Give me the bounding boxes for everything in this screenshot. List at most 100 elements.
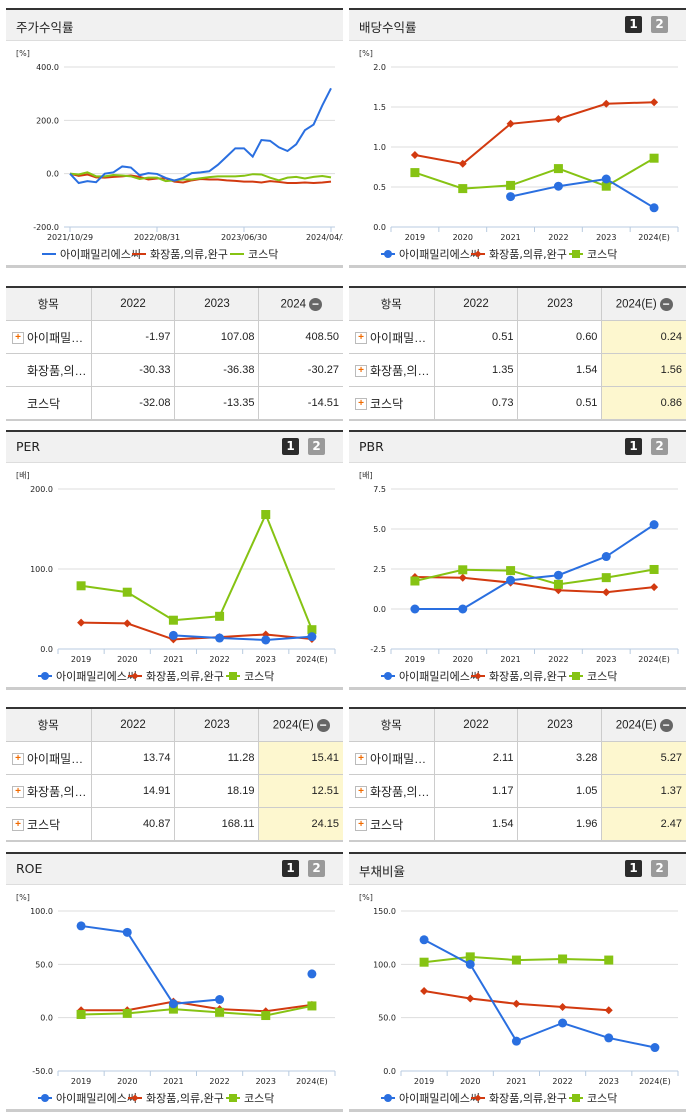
point-marker[interactable] [76,921,86,931]
point-marker[interactable] [168,999,178,1009]
point-marker[interactable] [410,576,420,586]
point-marker[interactable] [512,999,521,1008]
expand-icon[interactable]: + [12,753,24,766]
point-marker[interactable] [384,250,392,258]
collapse-icon[interactable]: − [309,297,323,311]
point-marker[interactable] [601,181,611,191]
point-marker[interactable] [458,573,467,582]
point-marker[interactable] [215,995,225,1005]
point-marker[interactable] [131,1094,139,1102]
legend-item[interactable]: 화장품,의류,완구 [128,670,224,683]
legend-item[interactable]: 아이패밀리에스씨 [381,670,480,683]
point-marker[interactable] [506,575,516,585]
point-marker[interactable] [604,1006,613,1015]
point-marker[interactable] [215,633,225,643]
point-marker[interactable] [122,587,132,597]
point-marker[interactable] [649,203,659,213]
point-marker[interactable] [650,583,659,592]
point-marker[interactable] [168,615,178,625]
point-marker[interactable] [572,250,580,258]
point-marker[interactable] [123,619,132,628]
point-marker[interactable] [558,1003,567,1011]
point-marker[interactable] [41,672,49,680]
point-marker[interactable] [458,184,468,194]
point-marker[interactable] [410,168,420,178]
point-marker[interactable] [602,99,611,108]
expand-icon[interactable]: + [355,786,367,799]
legend-item[interactable]: 화장품,의류,완구 [471,1092,567,1105]
point-marker[interactable] [458,565,468,575]
expand-icon[interactable]: + [355,398,367,411]
point-marker[interactable] [649,564,659,574]
point-marker[interactable] [307,1001,317,1011]
point-marker[interactable] [76,581,86,591]
point-marker[interactable] [554,115,563,123]
point-marker[interactable] [601,174,611,184]
point-marker[interactable] [553,181,563,191]
point-marker[interactable] [601,552,611,562]
legend-item[interactable]: 아이패밀리에스씨 [381,1092,480,1105]
point-marker[interactable] [506,180,516,190]
expand-icon[interactable]: + [355,753,367,766]
page-1-button[interactable]: 1 [625,16,642,33]
point-marker[interactable] [572,1094,580,1102]
collapse-icon[interactable]: − [659,718,673,732]
page-1-button[interactable]: 1 [282,438,299,455]
point-marker[interactable] [649,153,659,163]
point-marker[interactable] [458,604,468,614]
point-marker[interactable] [553,570,563,580]
point-marker[interactable] [506,119,515,128]
point-marker[interactable] [572,672,580,680]
point-marker[interactable] [465,952,475,962]
legend-item[interactable]: 코스닥 [230,248,278,261]
point-marker[interactable] [76,1009,86,1019]
point-marker[interactable] [650,98,659,107]
point-marker[interactable] [307,969,317,979]
page-1-button[interactable]: 1 [625,860,642,877]
legend-item[interactable]: 화장품,의류,완구 [471,248,567,261]
point-marker[interactable] [511,955,521,965]
expand-icon[interactable]: + [355,365,367,378]
point-marker[interactable] [558,954,568,964]
point-marker[interactable] [420,987,429,995]
point-marker[interactable] [458,159,467,168]
point-marker[interactable] [261,1011,271,1021]
point-marker[interactable] [419,957,429,967]
point-marker[interactable] [553,579,563,589]
legend-item[interactable]: 화장품,의류,완구 [471,670,567,683]
collapse-icon[interactable]: − [659,297,673,311]
point-marker[interactable] [604,955,614,965]
point-marker[interactable] [474,672,482,680]
point-marker[interactable] [215,611,225,621]
point-marker[interactable] [511,1036,521,1046]
point-marker[interactable] [77,618,86,627]
legend-item[interactable]: 코스닥 [569,248,617,261]
page-2-button[interactable]: 2 [308,438,325,455]
point-marker[interactable] [168,1004,178,1014]
point-marker[interactable] [384,672,392,680]
page-2-button[interactable]: 2 [651,438,668,455]
point-marker[interactable] [649,520,659,530]
legend-item[interactable]: 아이패밀리에스씨 [38,1092,137,1105]
collapse-icon[interactable]: − [316,718,330,732]
page-2-button[interactable]: 2 [651,16,668,33]
point-marker[interactable] [261,635,271,645]
page-1-button[interactable]: 1 [625,438,642,455]
point-marker[interactable] [558,1018,568,1028]
point-marker[interactable] [307,632,317,642]
point-marker[interactable] [41,1094,49,1102]
point-marker[interactable] [307,625,317,635]
expand-icon[interactable]: + [12,332,24,345]
point-marker[interactable] [410,604,420,614]
page-2-button[interactable]: 2 [308,860,325,877]
point-marker[interactable] [261,510,271,520]
page-1-button[interactable]: 1 [282,860,299,877]
page-2-button[interactable]: 2 [651,860,668,877]
point-marker[interactable] [131,672,139,680]
legend-item[interactable]: 아이패밀리에스씨 [381,248,480,261]
point-marker[interactable] [384,1094,392,1102]
expand-icon[interactable]: + [355,819,367,832]
point-marker[interactable] [410,151,419,159]
legend-item[interactable]: 화장품,의류,완구 [128,1092,224,1105]
point-marker[interactable] [474,250,482,258]
